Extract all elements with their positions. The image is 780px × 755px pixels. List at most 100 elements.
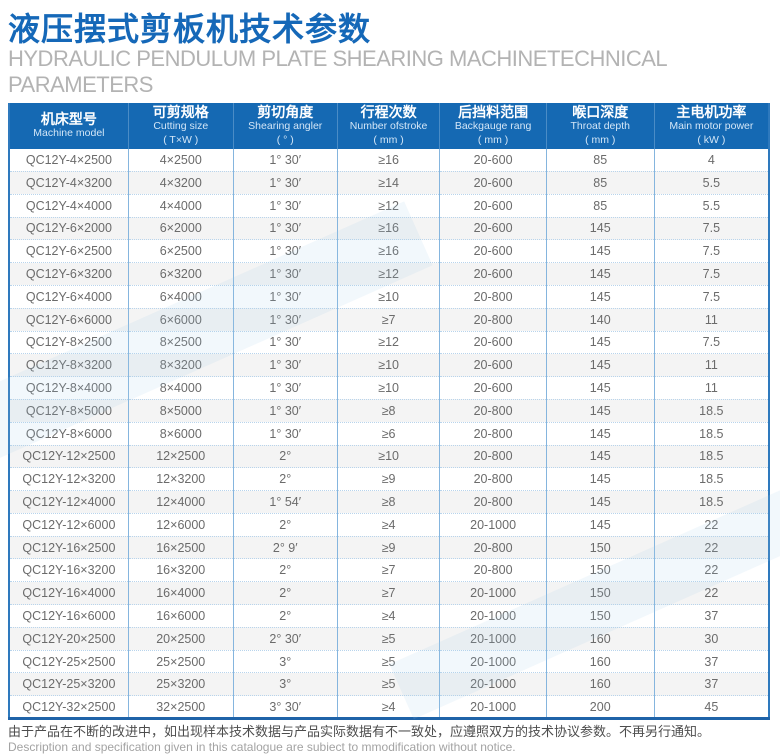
table-cell: 1° 30′: [232, 307, 338, 332]
table-cell: 145: [545, 353, 655, 377]
table-cell: 85: [545, 148, 655, 172]
table-cell: 7.5: [653, 330, 769, 354]
table-cell: 1° 30′: [232, 193, 338, 218]
table-row: QC12Y-4×4000 4×4000 1° 30′ ≥12 20-600 85 5.5: [9, 193, 769, 218]
table-row: QC12Y-16×2500 16×2500 2° 9′ ≥9 20-800 150 22: [9, 535, 769, 559]
table-cell: 16×6000: [127, 604, 234, 628]
table-cell: ≥12: [336, 193, 440, 218]
table-cell: 160: [545, 626, 655, 651]
table-cell: ≥10: [336, 353, 440, 377]
table-cell: QC12Y-16×3200: [9, 558, 129, 582]
table-cell: QC12Y-8×4000: [9, 376, 129, 400]
column-header-6: 喉口深度 Throat depth( mm ): [545, 103, 655, 149]
table-cell: 18.5: [653, 490, 769, 514]
table-row: QC12Y-12×4000 12×4000 1° 54′ ≥8 20-800 145 18.…: [9, 490, 769, 514]
column-header-7: 主电机功率 Main motor power( kW ): [653, 103, 769, 149]
table-cell: 22: [653, 581, 769, 605]
table-cell: ≥16: [336, 216, 440, 240]
table-cell: 37: [653, 672, 769, 696]
table-cell: QC12Y-12×4000: [9, 490, 129, 514]
table-cell: ≥12: [336, 262, 440, 286]
table-cell: 20-1000: [439, 649, 547, 673]
table-cell: QC12Y-6×2000: [9, 216, 129, 240]
table-cell: 37: [653, 604, 769, 628]
table-row: QC12Y-6×4000 6×4000 1° 30′ ≥10 20-800 145 7.5: [9, 284, 769, 309]
table-cell: 145: [545, 330, 655, 354]
table-cell: 200: [545, 695, 655, 719]
table-cell: 20-600: [439, 193, 547, 218]
table-cell: QC12Y-4×4000: [9, 193, 129, 218]
table-cell: 160: [545, 672, 655, 696]
table-cell: 145: [545, 284, 655, 309]
table-cell: 18.5: [653, 444, 769, 468]
table-cell: 145: [545, 467, 655, 491]
table-cell: 20-600: [439, 170, 547, 195]
table-row: QC12Y-4×3200 4×3200 1° 30′ ≥14 20-600 85 5.5: [9, 170, 769, 195]
table-cell: QC12Y-32×2500: [9, 695, 129, 719]
spec-table: 机床型号 Machine model 可剪规格 Cutting size( T×W )…: [8, 103, 770, 721]
table-cell: ≥7: [336, 581, 440, 605]
column-header-4: 行程次数 Number ofstroke( mm ): [336, 103, 440, 149]
table-cell: 140: [545, 307, 655, 332]
table-cell: ≥5: [336, 626, 440, 651]
table-cell: 1° 30′: [232, 284, 338, 309]
table-cell: 18.5: [653, 421, 769, 445]
table-cell: 145: [545, 421, 655, 445]
table-cell: QC12Y-6×3200: [9, 262, 129, 286]
table-cell: ≥6: [336, 421, 440, 445]
table-cell: QC12Y-8×6000: [9, 421, 129, 445]
column-header-1: 机床型号 Machine model: [9, 103, 129, 149]
table-row: QC12Y-25×3200 25×3200 3° ≥5 20-1000 160 37: [9, 672, 769, 696]
table-cell: 1° 30′: [232, 148, 338, 172]
table-cell: 22: [653, 535, 769, 559]
page-subtitle: HYDRAULIC PENDULUM PLATE SHEARING MACHIN…: [8, 46, 667, 97]
table-cell: 1° 30′: [232, 421, 338, 445]
table-cell: 1° 30′: [232, 262, 338, 286]
table-cell: 85: [545, 193, 655, 218]
table-cell: ≥10: [336, 284, 440, 309]
table-cell: QC12Y-4×2500: [25, 152, 112, 167]
table-cell: 30: [653, 626, 769, 651]
table-row: QC12Y-8×3200 8×3200 1° 30′ ≥10 20-600 145 11: [9, 353, 769, 377]
table-cell: 2°: [232, 512, 338, 537]
table-cell: ≥4: [336, 512, 440, 537]
table-cell: ≥5: [336, 672, 440, 696]
page-title: 液压摆式剪板机技术参数: [8, 11, 372, 47]
table-row: QC12Y-32×2500 32×2500 3° 30′ ≥4 20-1000 200 45: [9, 695, 769, 719]
table-row: QC12Y-6×2500 6×2500 1° 30′ ≥16 20-600 145 7.5: [9, 239, 769, 263]
table-cell: 20-800: [439, 490, 547, 514]
table-cell: 4×2500: [127, 148, 234, 172]
table-cell: 1° 30′: [232, 376, 338, 400]
table-cell: 145: [545, 216, 655, 240]
table-cell: ≥4: [336, 604, 440, 628]
table-cell: 20-1000: [439, 626, 547, 651]
table-cell: 1° 30′: [232, 216, 338, 240]
table-cell: 20×2500: [127, 626, 234, 651]
table-cell: QC12Y-6×2500: [9, 239, 129, 263]
table-cell: QC12Y-6×4000: [9, 284, 129, 309]
table-cell: 20-1000: [439, 672, 547, 696]
table-row: QC12Y-16×4000 16×4000 2° ≥7 20-1000 150 22: [9, 581, 769, 605]
table-cell: 1° 30′: [232, 398, 338, 423]
table-cell: 20-800: [439, 421, 547, 445]
table-cell: 2°: [232, 558, 338, 582]
table-cell: QC12Y-20×2500: [9, 626, 129, 651]
table-cell: 11: [653, 376, 769, 400]
table-cell: 6×4000: [127, 284, 234, 309]
table-cell: QC12Y-12×3200: [9, 467, 129, 491]
table-cell: QC12Y-25×3200: [9, 672, 129, 696]
table-cell: 4: [653, 148, 769, 172]
table-cell: 1° 30′: [232, 330, 338, 354]
table-cell: 8×3200: [127, 353, 234, 377]
table-cell: QC12Y-8×3200: [9, 353, 129, 377]
table-cell: 2° 9′: [232, 535, 338, 559]
table-cell: 8×5000: [127, 398, 234, 423]
table-cell: 8×4000: [127, 376, 234, 400]
footer-note-en: Description and specification given in t…: [8, 740, 516, 755]
table-cell: 16×3200: [127, 558, 234, 582]
table-cell: 20-600: [439, 216, 547, 240]
table-cell: 12×4000: [127, 490, 234, 514]
table-cell: ≥9: [336, 467, 440, 491]
table-cell: 20-600: [439, 148, 547, 172]
table-cell: 150: [545, 535, 655, 559]
